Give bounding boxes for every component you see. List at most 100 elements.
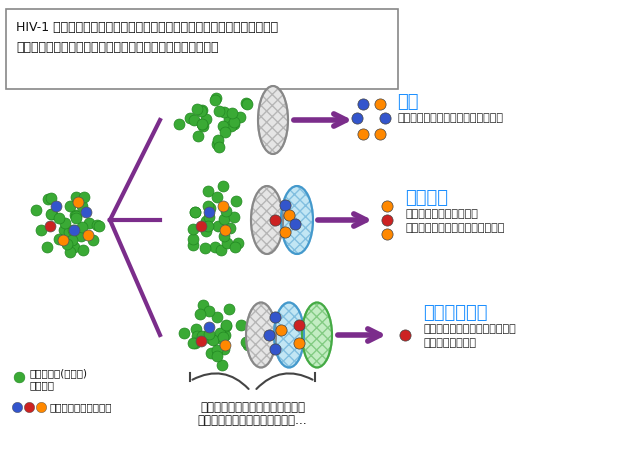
Point [382,202,392,210]
Point [190,208,200,215]
Point [217,336,227,343]
Point [197,333,207,340]
Text: 単剤療法ほどではないが: 単剤療法ほどではないが [405,209,478,219]
Point [243,341,253,349]
Point [188,226,198,233]
Point [220,226,230,234]
Point [290,220,300,228]
Point [197,120,206,128]
Point [78,246,87,253]
Point [212,346,222,354]
Text: 多くの変異ウイルスが薬から逃れる: 多くの変異ウイルスが薬から逃れる [397,113,503,123]
Point [84,219,94,227]
Point [212,352,222,359]
Point [36,403,46,411]
Point [47,210,57,217]
Point [375,100,385,108]
Point [382,230,392,238]
Point [217,361,227,368]
Ellipse shape [281,186,313,254]
Point [81,208,91,216]
Point [280,228,290,236]
Point [58,236,68,244]
Point [270,313,280,321]
Ellipse shape [274,303,304,367]
Point [42,243,52,251]
Point [197,120,207,127]
Ellipse shape [258,86,288,154]
Ellipse shape [251,186,283,254]
Point [70,212,80,219]
Point [185,115,195,122]
Ellipse shape [281,186,313,254]
Text: 薬剤耐性変異ウイルス: 薬剤耐性変異ウイルス [50,402,112,412]
Point [218,333,228,341]
Point [219,232,229,239]
Point [203,202,213,209]
Point [188,339,198,347]
Point [205,334,215,341]
FancyBboxPatch shape [6,9,398,89]
Point [198,122,208,130]
Point [62,240,72,248]
Point [77,202,87,210]
Point [219,345,229,353]
Text: 二剤併用: 二剤併用 [405,189,448,207]
Point [204,213,214,221]
Point [197,107,206,115]
Ellipse shape [246,303,276,367]
Point [264,331,274,339]
Point [229,213,239,221]
Point [76,232,86,240]
Point [71,193,81,201]
Point [358,130,368,138]
Point [380,114,390,122]
Point [43,195,53,203]
Point [280,201,290,209]
Point [88,236,98,244]
Ellipse shape [274,303,304,367]
Point [196,337,206,345]
Point [229,119,239,126]
Point [229,120,239,127]
Point [188,235,198,242]
Point [67,237,77,244]
Point [203,223,213,230]
Point [215,330,224,337]
Point [12,403,22,411]
Point [197,107,207,114]
Point [201,227,211,235]
Point [77,223,87,231]
Point [192,326,202,333]
Point [400,331,410,339]
Ellipse shape [246,303,276,367]
Point [213,141,223,148]
Point [45,222,55,230]
Point [46,194,56,202]
Point [382,216,392,224]
Point [212,314,222,321]
Point [221,321,231,329]
Point [221,207,231,214]
Point [64,249,74,256]
Point [352,114,362,122]
Point [204,323,214,331]
Text: HIV-1 は均一ではなく、多数の変異ウイルスの集団として存在している。
この変異の中には、薬剤耐性を持つものもあるかもしれない: HIV-1 は均一ではなく、多数の変異ウイルスの集団として存在している。 この変… [16,21,278,54]
Point [83,231,93,239]
Ellipse shape [302,303,332,367]
Point [206,349,216,357]
Point [241,339,251,346]
Point [92,222,102,229]
Point [200,245,210,252]
Point [79,193,89,200]
Point [203,330,213,338]
Point [210,243,219,251]
Point [233,239,243,247]
Point [228,109,237,116]
Point [190,339,200,347]
Point [51,202,61,210]
Point [218,182,228,190]
Point [46,210,56,218]
Text: まだ薬から逃れるウイルスがいる: まだ薬から逃れるウイルスがいる [405,223,505,233]
Point [284,211,294,219]
